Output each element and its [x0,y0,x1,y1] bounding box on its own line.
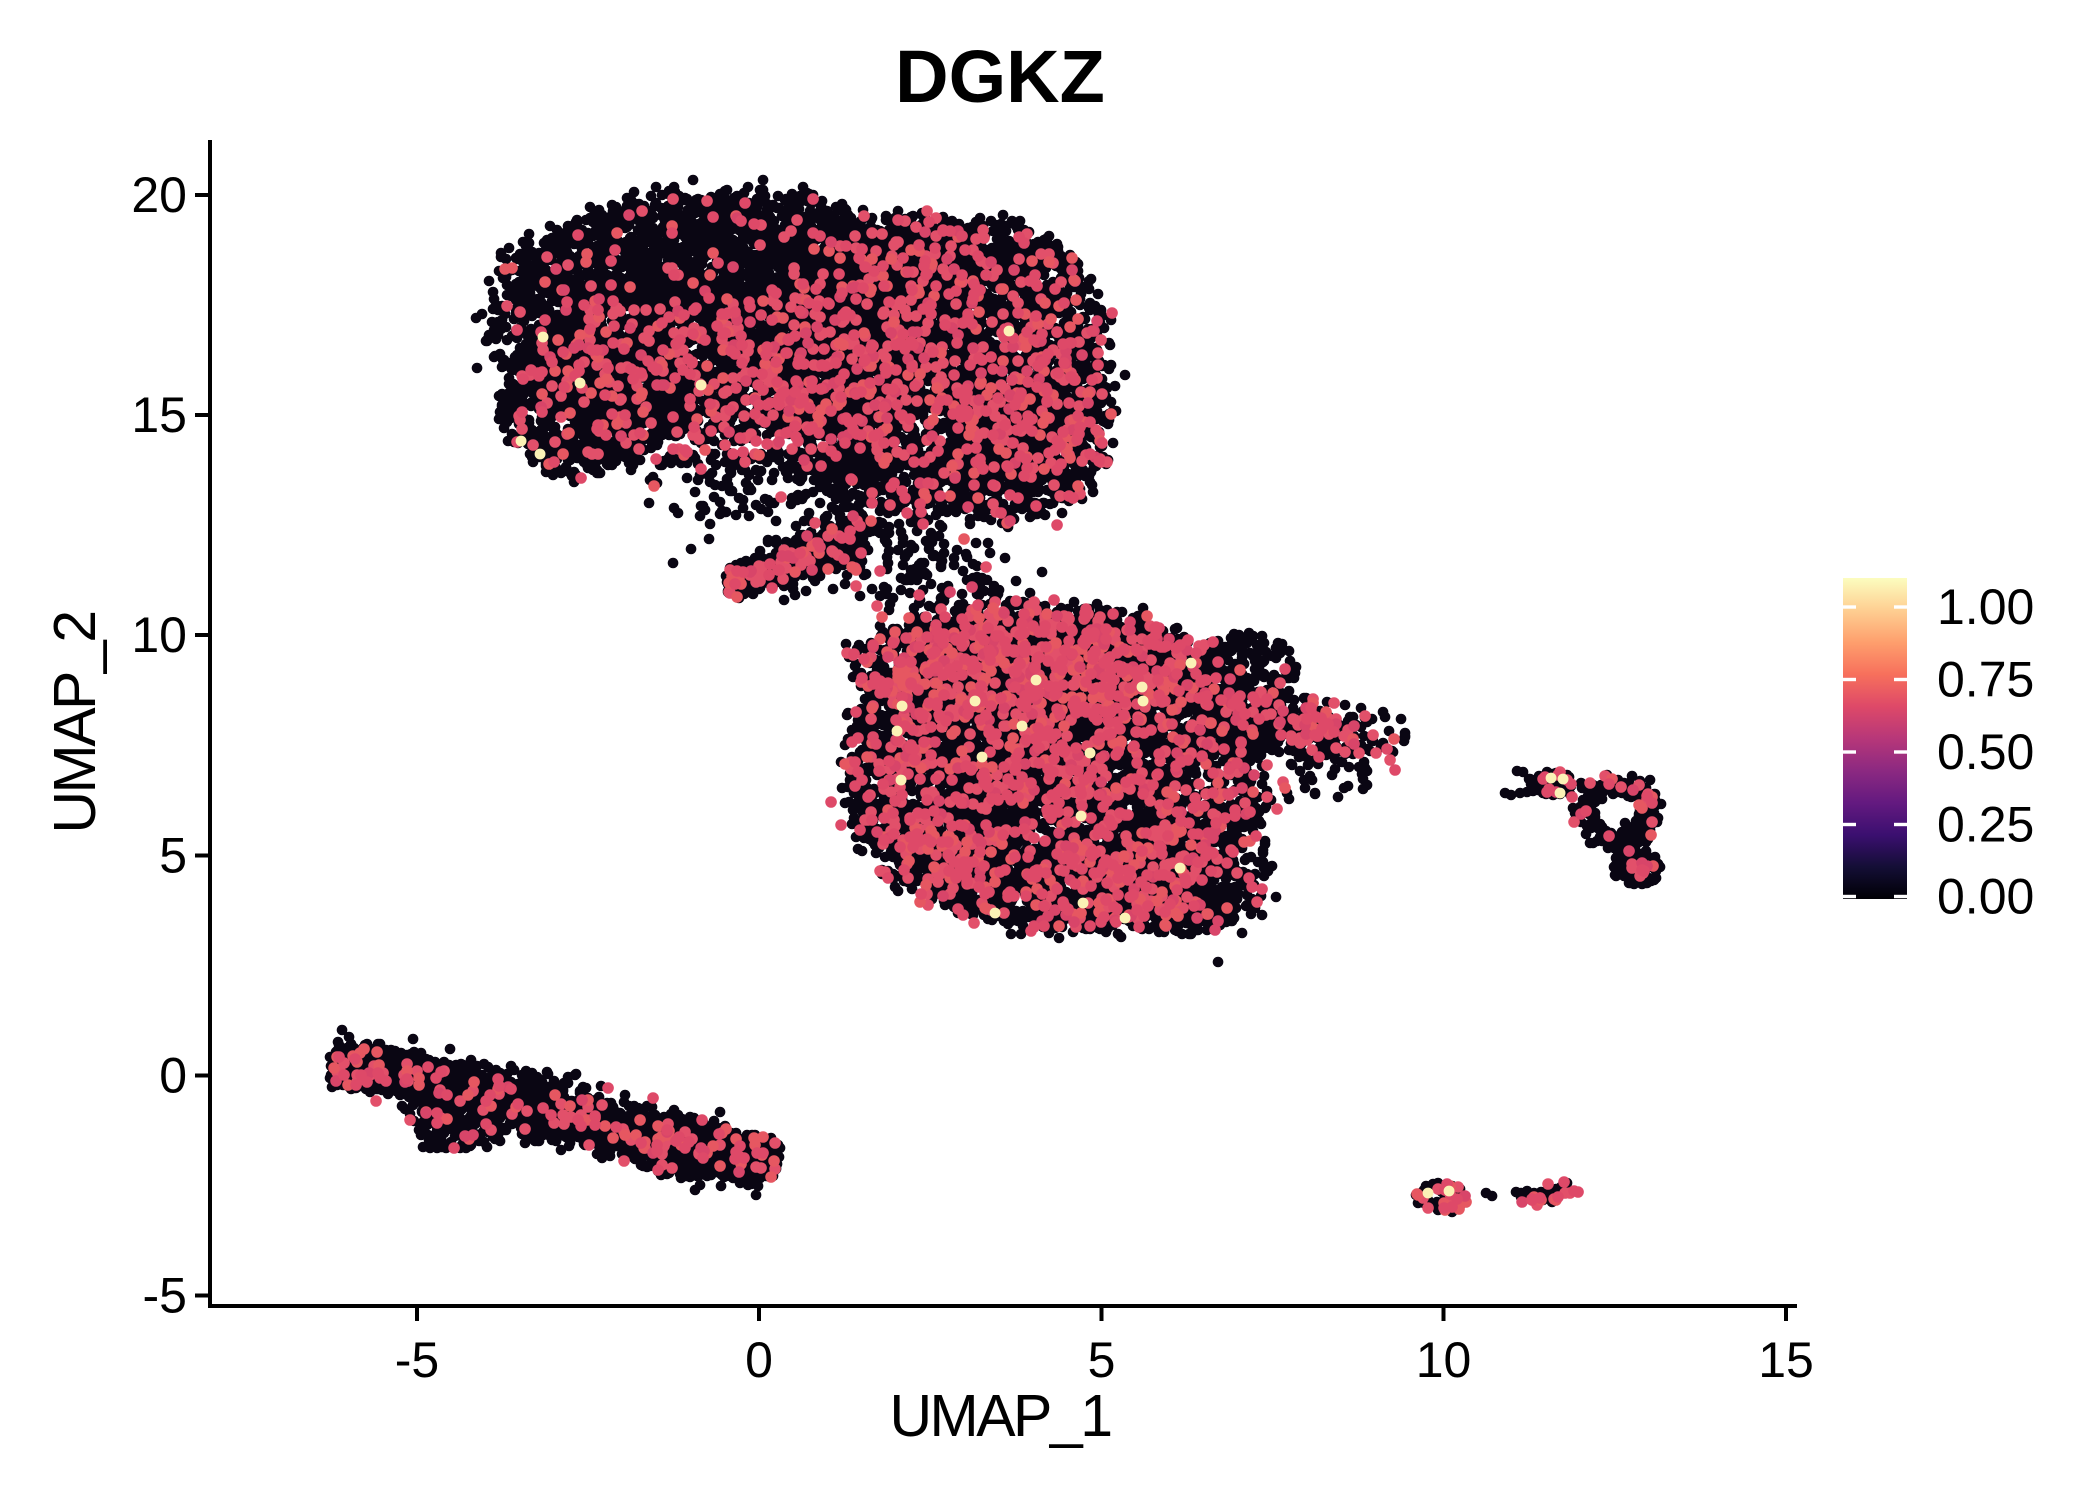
svg-text:0.75: 0.75 [1937,652,2034,708]
svg-text:15: 15 [131,387,187,443]
svg-text:0: 0 [159,1048,187,1104]
svg-text:UMAP_1: UMAP_1 [889,1383,1110,1449]
svg-text:0.50: 0.50 [1937,724,2034,780]
svg-text:UMAP_2: UMAP_2 [42,612,108,833]
svg-text:20: 20 [131,167,187,223]
svg-text:0.25: 0.25 [1937,797,2034,853]
svg-text:5: 5 [159,828,187,884]
svg-text:1.00: 1.00 [1937,579,2034,635]
svg-text:5: 5 [1088,1332,1116,1388]
svg-text:10: 10 [1416,1332,1472,1388]
svg-text:DGKZ: DGKZ [895,35,1105,118]
svg-text:15: 15 [1758,1332,1814,1388]
svg-text:0.00: 0.00 [1937,869,2034,925]
svg-text:10: 10 [131,607,187,663]
svg-text:-5: -5 [143,1268,187,1324]
svg-text:-5: -5 [395,1332,439,1388]
svg-text:0: 0 [745,1332,773,1388]
